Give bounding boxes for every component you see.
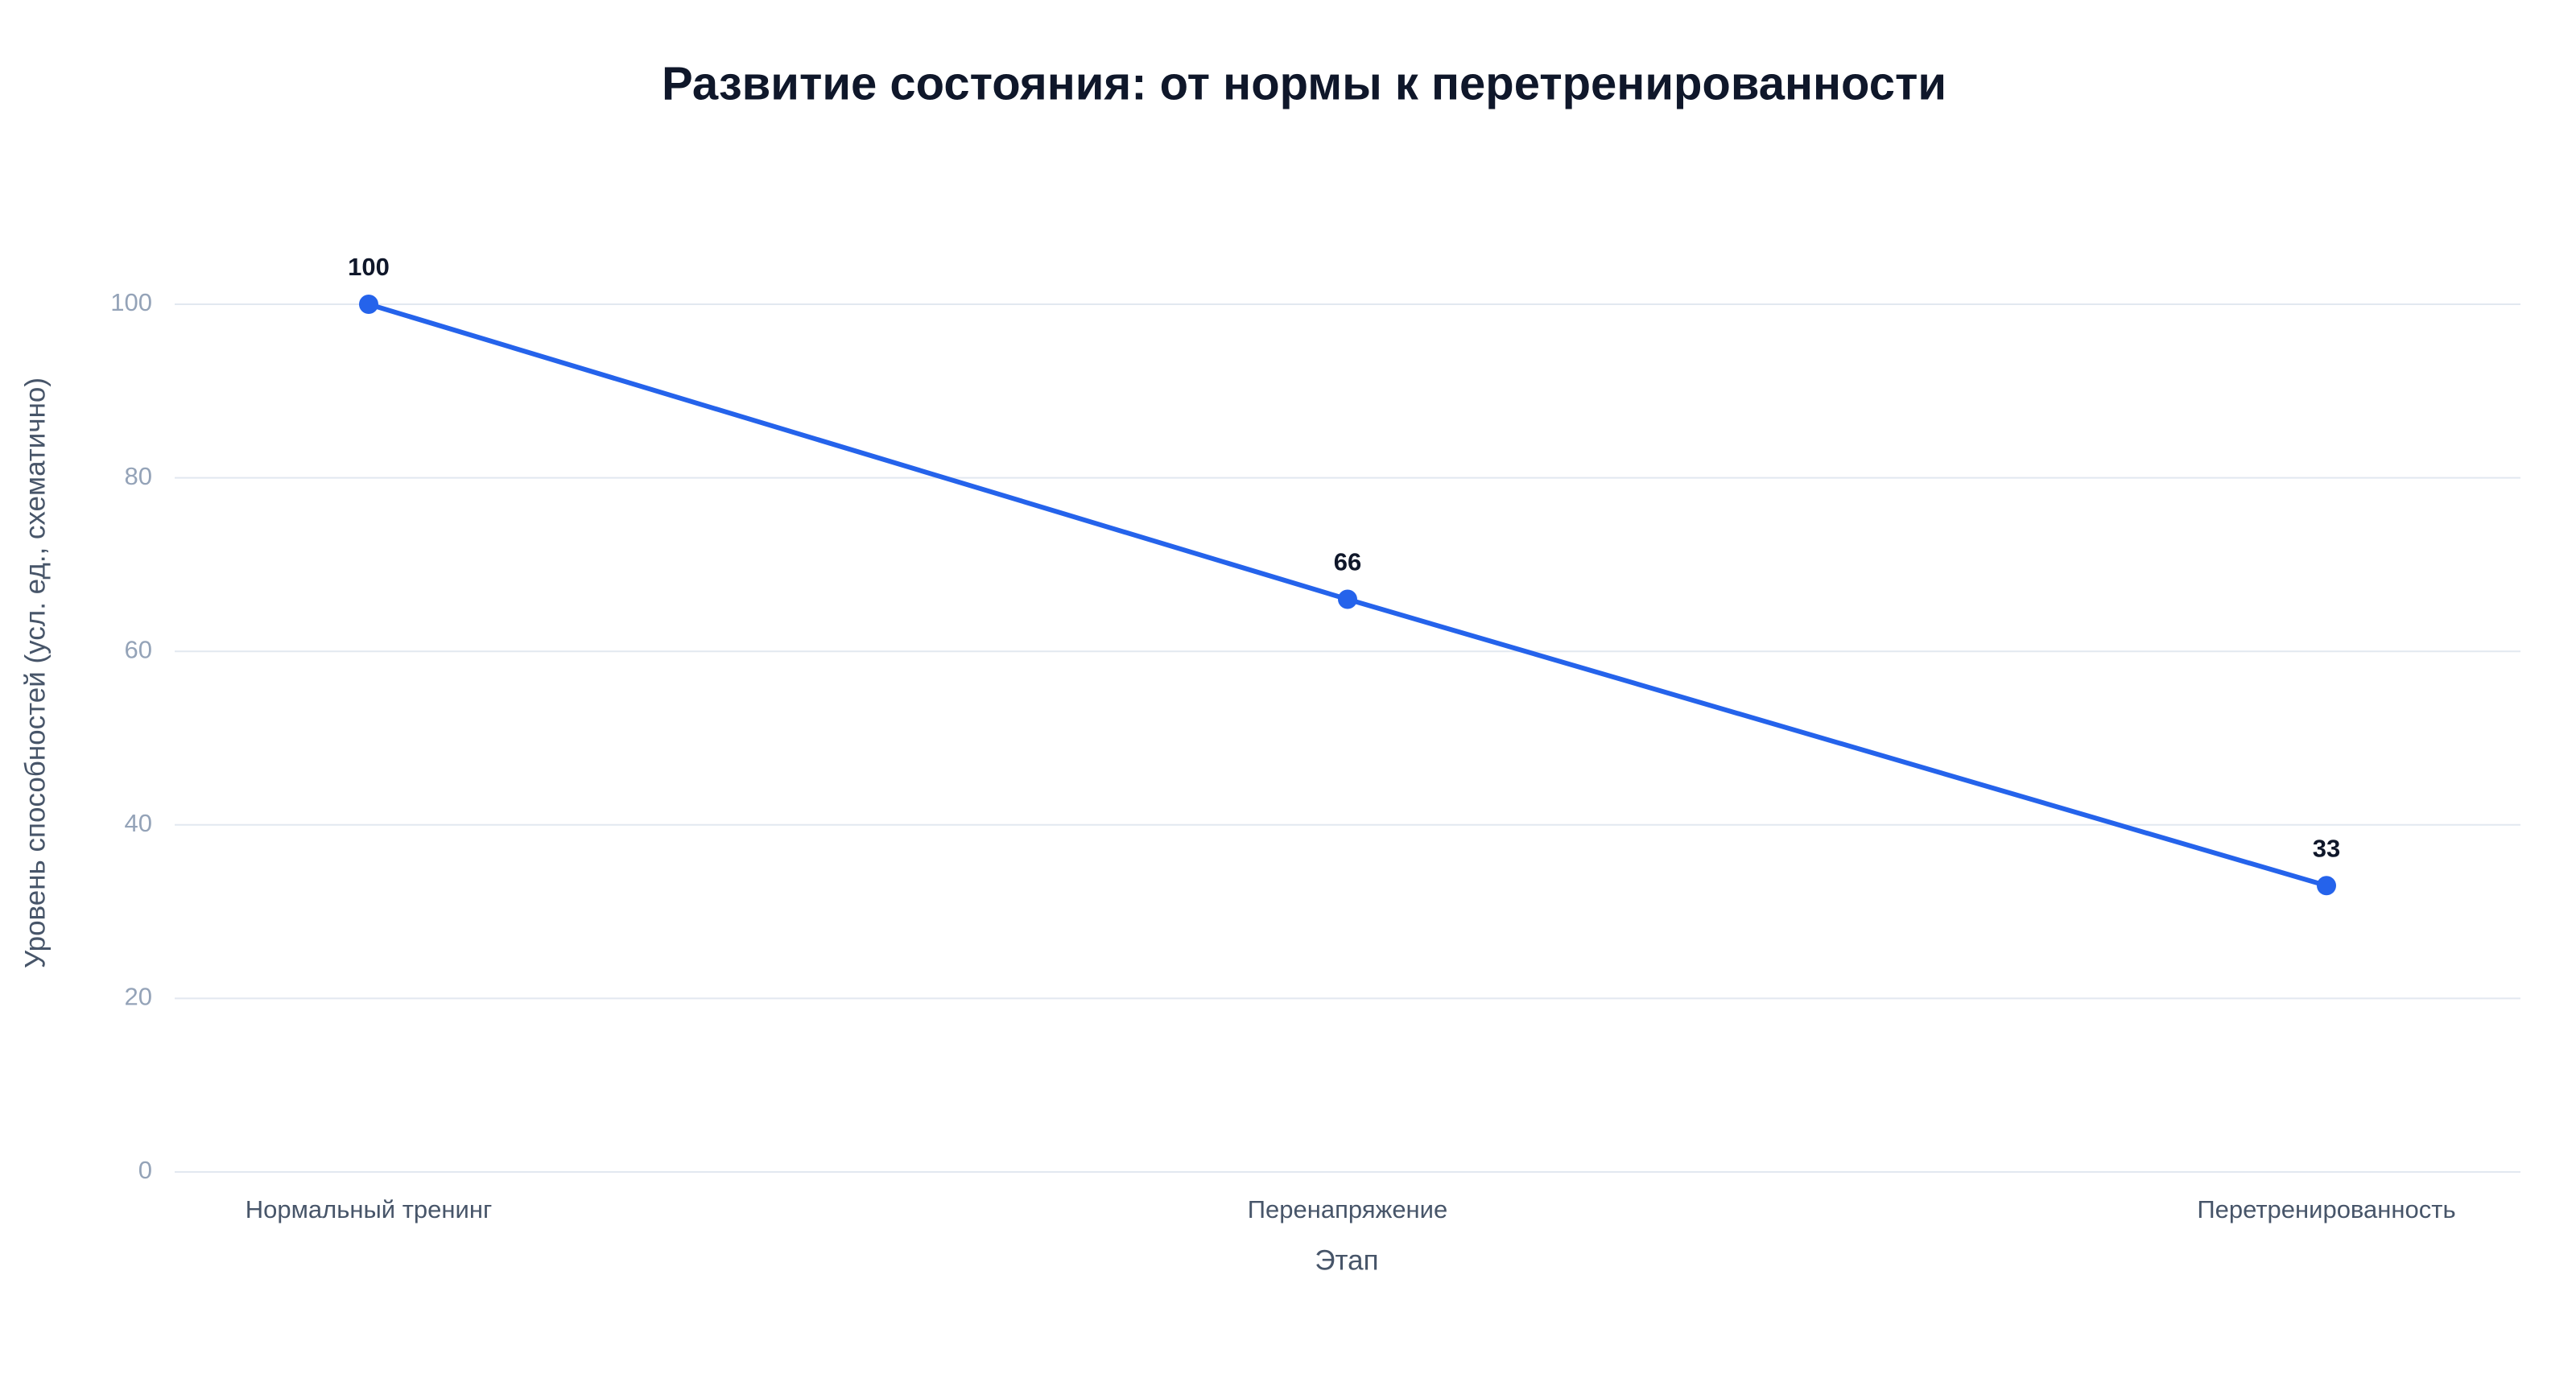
data-label: 33 (2313, 834, 2340, 862)
point (359, 295, 378, 314)
x-tick-label: Нормальный тренинг (246, 1195, 493, 1223)
chart-title: Развитие состояния: от нормы к перетрени… (662, 57, 1946, 109)
data-label: 66 (1334, 548, 1361, 576)
point (2317, 876, 2336, 896)
y-tick-label: 60 (125, 635, 152, 663)
x-axis-title: Этап (1315, 1244, 1378, 1276)
y-tick-label: 100 (110, 288, 152, 316)
y-tick-label: 80 (125, 462, 152, 490)
y-tick-label: 0 (138, 1156, 152, 1184)
y-tick-label: 40 (125, 809, 152, 837)
point (1338, 589, 1357, 609)
x-tick-label: Перетренированность (2197, 1195, 2455, 1223)
data-label: 100 (348, 253, 390, 281)
x-tick-label: Перенапряжение (1248, 1195, 1447, 1223)
y-axis-title: Уровень способностей (усл. ед., схематич… (19, 378, 51, 968)
y-tick-label: 20 (125, 983, 152, 1011)
